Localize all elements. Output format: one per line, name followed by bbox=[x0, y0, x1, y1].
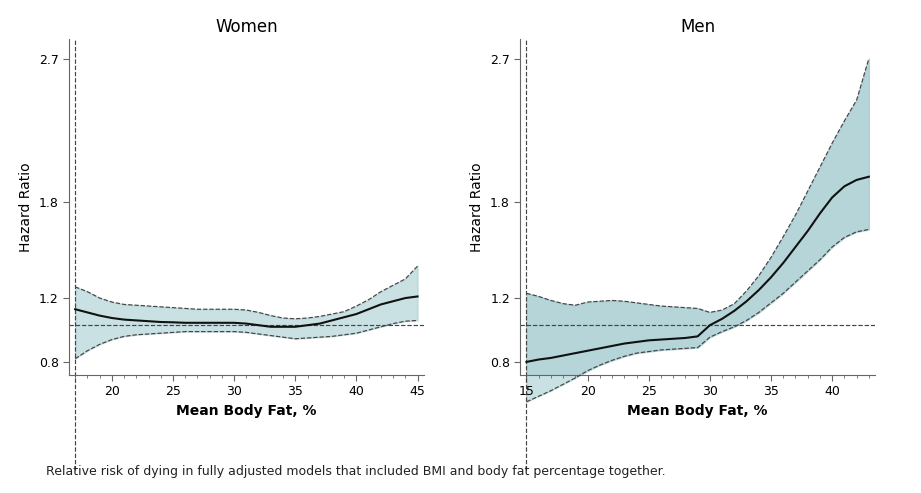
X-axis label: Mean Body Fat, %: Mean Body Fat, % bbox=[176, 404, 317, 418]
Title: Men: Men bbox=[680, 19, 716, 36]
Y-axis label: Hazard Ratio: Hazard Ratio bbox=[19, 162, 33, 252]
Text: Relative risk of dying in fully adjusted models that included BMI and body fat p: Relative risk of dying in fully adjusted… bbox=[46, 465, 666, 478]
Title: Women: Women bbox=[216, 19, 277, 36]
X-axis label: Mean Body Fat, %: Mean Body Fat, % bbox=[627, 404, 768, 418]
Y-axis label: Hazard Ratio: Hazard Ratio bbox=[471, 162, 484, 252]
